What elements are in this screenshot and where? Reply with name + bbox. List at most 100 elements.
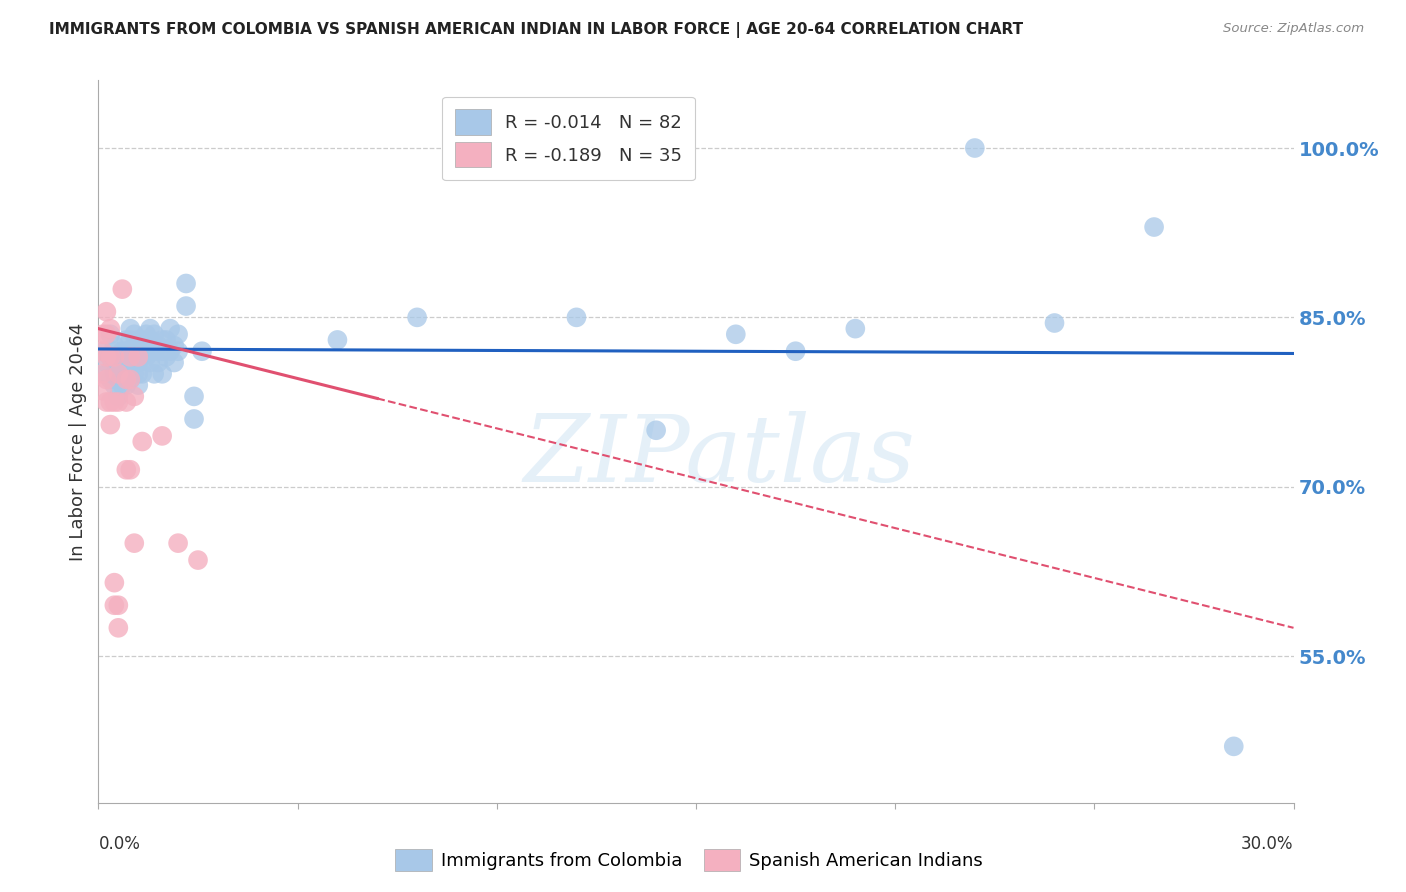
Point bbox=[131, 333, 153, 347]
Point bbox=[645, 423, 668, 437]
Point bbox=[167, 536, 190, 550]
Point bbox=[103, 367, 125, 381]
Text: IMMIGRANTS FROM COLOMBIA VS SPANISH AMERICAN INDIAN IN LABOR FORCE | AGE 20-64 C: IMMIGRANTS FROM COLOMBIA VS SPANISH AMER… bbox=[49, 22, 1024, 38]
Point bbox=[191, 344, 214, 359]
Point bbox=[115, 463, 138, 477]
Point bbox=[150, 333, 173, 347]
Point bbox=[115, 372, 138, 386]
Point bbox=[127, 367, 149, 381]
Point bbox=[96, 304, 118, 318]
Point bbox=[174, 299, 197, 313]
Point bbox=[1223, 739, 1246, 754]
Point bbox=[111, 350, 134, 364]
Point bbox=[131, 338, 153, 352]
Point bbox=[155, 350, 177, 364]
Point bbox=[111, 344, 134, 359]
Point bbox=[167, 327, 190, 342]
Point bbox=[103, 338, 125, 352]
Point bbox=[143, 367, 166, 381]
Point bbox=[167, 344, 190, 359]
Point bbox=[124, 367, 146, 381]
Point bbox=[107, 350, 129, 364]
Point bbox=[103, 575, 125, 590]
Point bbox=[107, 372, 129, 386]
Point bbox=[1143, 220, 1166, 235]
Point bbox=[115, 333, 138, 347]
Point bbox=[143, 344, 166, 359]
Point bbox=[148, 338, 170, 352]
Point bbox=[135, 338, 157, 352]
Point bbox=[163, 355, 186, 369]
Point bbox=[98, 372, 122, 386]
Point bbox=[107, 367, 129, 381]
Point bbox=[107, 621, 129, 635]
Point bbox=[150, 344, 173, 359]
Point bbox=[107, 367, 129, 381]
Point bbox=[98, 321, 122, 335]
Point bbox=[127, 333, 149, 347]
Point bbox=[96, 355, 118, 369]
Point bbox=[115, 355, 138, 369]
Point bbox=[135, 350, 157, 364]
Point bbox=[96, 350, 118, 364]
Point bbox=[135, 327, 157, 342]
Point bbox=[120, 361, 142, 376]
Point bbox=[139, 321, 162, 335]
Point bbox=[120, 350, 142, 364]
Point bbox=[103, 378, 125, 392]
Point bbox=[111, 372, 134, 386]
Legend: Immigrants from Colombia, Spanish American Indians: Immigrants from Colombia, Spanish Americ… bbox=[388, 842, 990, 879]
Point bbox=[187, 553, 209, 567]
Point bbox=[107, 355, 129, 369]
Point bbox=[183, 389, 205, 403]
Point bbox=[127, 344, 149, 359]
Point bbox=[103, 350, 125, 364]
Point bbox=[111, 282, 134, 296]
Text: Source: ZipAtlas.com: Source: ZipAtlas.com bbox=[1223, 22, 1364, 36]
Point bbox=[159, 321, 181, 335]
Point bbox=[127, 355, 149, 369]
Point bbox=[107, 389, 129, 403]
Point bbox=[120, 463, 142, 477]
Point bbox=[91, 344, 114, 359]
Point bbox=[150, 367, 173, 381]
Text: ZIPatlas: ZIPatlas bbox=[524, 411, 915, 501]
Point bbox=[107, 599, 129, 613]
Point bbox=[124, 389, 146, 403]
Point bbox=[115, 395, 138, 409]
Point bbox=[124, 355, 146, 369]
Point bbox=[131, 350, 153, 364]
Point bbox=[115, 367, 138, 381]
Point bbox=[127, 378, 149, 392]
Y-axis label: In Labor Force | Age 20-64: In Labor Force | Age 20-64 bbox=[69, 322, 87, 561]
Point bbox=[120, 333, 142, 347]
Point bbox=[131, 367, 153, 381]
Point bbox=[963, 141, 986, 155]
Point bbox=[91, 327, 114, 342]
Point bbox=[844, 321, 866, 335]
Point bbox=[155, 333, 177, 347]
Point bbox=[148, 355, 170, 369]
Point bbox=[1043, 316, 1066, 330]
Point bbox=[124, 338, 146, 352]
Point bbox=[183, 412, 205, 426]
Point bbox=[406, 310, 429, 325]
Point bbox=[96, 372, 118, 386]
Point bbox=[98, 417, 122, 432]
Point bbox=[91, 367, 114, 381]
Point bbox=[103, 395, 125, 409]
Point bbox=[111, 378, 134, 392]
Point bbox=[139, 355, 162, 369]
Point bbox=[98, 395, 122, 409]
Point bbox=[96, 367, 118, 381]
Point bbox=[96, 327, 118, 342]
Point bbox=[143, 327, 166, 342]
Point bbox=[565, 310, 588, 325]
Point bbox=[98, 350, 122, 364]
Point bbox=[91, 344, 114, 359]
Point bbox=[139, 333, 162, 347]
Point bbox=[103, 599, 125, 613]
Point bbox=[174, 277, 197, 291]
Point bbox=[91, 384, 114, 398]
Point bbox=[159, 344, 181, 359]
